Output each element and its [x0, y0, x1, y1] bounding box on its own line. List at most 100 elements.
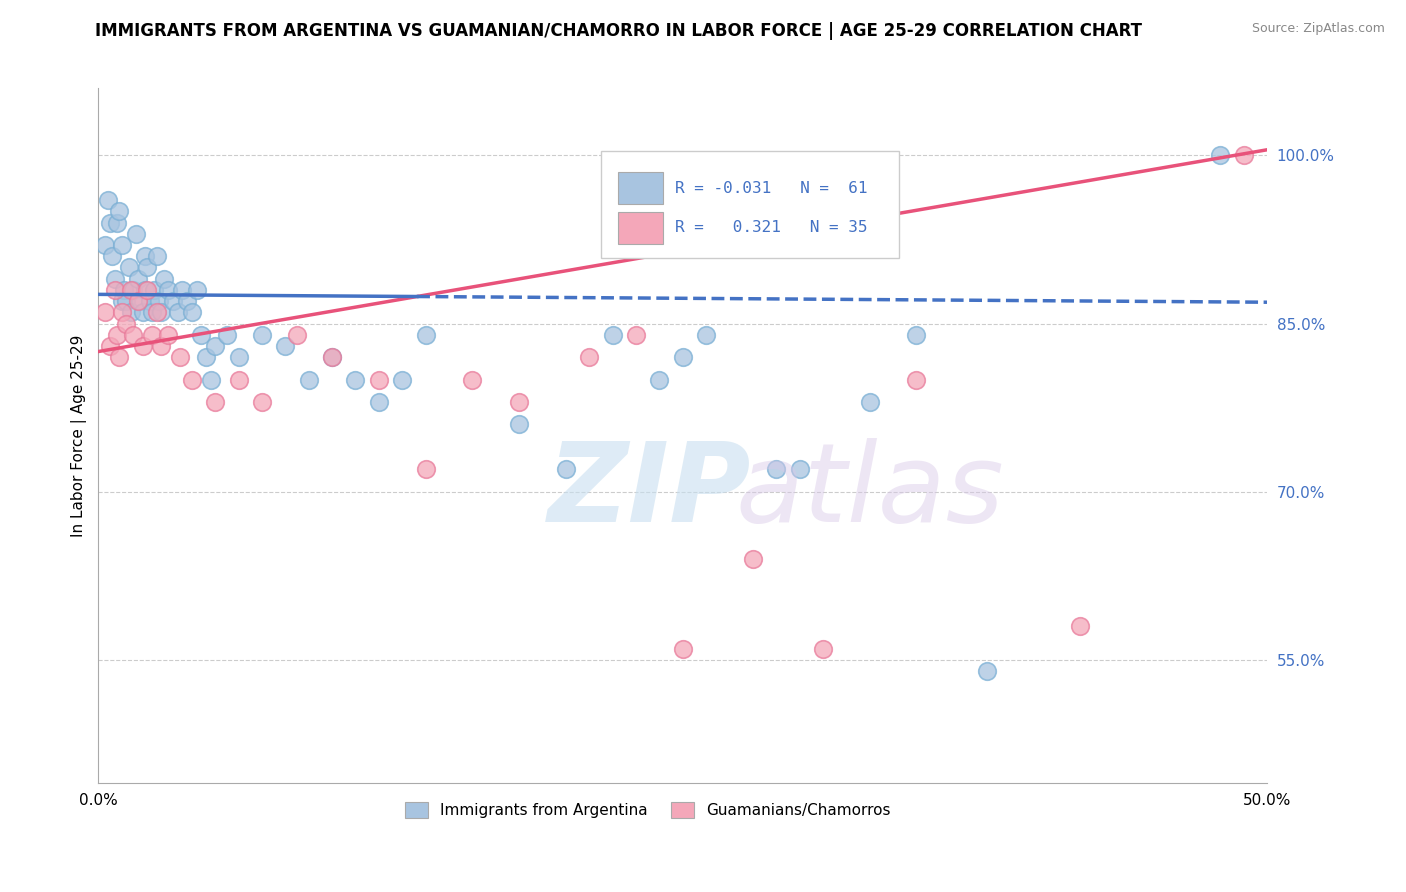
Point	[321, 350, 343, 364]
Point	[905, 373, 928, 387]
Point	[391, 373, 413, 387]
Point	[120, 305, 142, 319]
Point	[105, 327, 128, 342]
Point	[228, 350, 250, 364]
Point	[180, 373, 202, 387]
Point	[108, 204, 131, 219]
Point	[1233, 148, 1256, 162]
Point	[250, 327, 273, 342]
Text: atlas: atlas	[735, 438, 1004, 545]
FancyBboxPatch shape	[619, 211, 662, 244]
Point	[578, 350, 600, 364]
Point	[298, 373, 321, 387]
Point	[122, 327, 145, 342]
Point	[148, 294, 170, 309]
Point	[141, 305, 163, 319]
Point	[150, 305, 173, 319]
Point	[150, 339, 173, 353]
Point	[554, 462, 576, 476]
Point	[111, 238, 134, 252]
Point	[112, 283, 135, 297]
Text: Source: ZipAtlas.com: Source: ZipAtlas.com	[1251, 22, 1385, 36]
Point	[811, 641, 834, 656]
Point	[157, 283, 180, 297]
Point	[127, 294, 149, 309]
Text: R =   0.321   N = 35: R = 0.321 N = 35	[675, 220, 868, 235]
FancyBboxPatch shape	[619, 172, 662, 204]
Point	[905, 327, 928, 342]
Point	[129, 294, 152, 309]
Point	[204, 339, 226, 353]
Point	[118, 260, 141, 275]
Point	[672, 350, 695, 364]
Point	[143, 283, 166, 297]
Point	[194, 350, 217, 364]
Point	[101, 249, 124, 263]
Point	[741, 552, 763, 566]
Point	[132, 339, 155, 353]
Point	[215, 327, 238, 342]
Point	[789, 462, 811, 476]
Point	[1209, 148, 1232, 162]
Point	[139, 294, 162, 309]
Point	[859, 395, 882, 409]
Point	[1069, 619, 1091, 633]
Point	[162, 294, 184, 309]
Text: ZIP: ZIP	[548, 438, 752, 545]
Point	[180, 305, 202, 319]
Point	[122, 283, 145, 297]
Point	[98, 216, 121, 230]
Point	[176, 294, 198, 309]
Point	[115, 294, 138, 309]
Point	[108, 350, 131, 364]
Point	[97, 193, 120, 207]
Point	[172, 283, 194, 297]
Point	[415, 462, 437, 476]
Point	[169, 350, 191, 364]
Point	[136, 260, 159, 275]
Point	[111, 294, 134, 309]
Point	[146, 305, 169, 319]
Point	[976, 664, 998, 678]
Point	[344, 373, 367, 387]
Point	[508, 395, 530, 409]
Point	[204, 395, 226, 409]
Point	[228, 373, 250, 387]
Point	[120, 283, 142, 297]
Point	[115, 317, 138, 331]
Y-axis label: In Labor Force | Age 25-29: In Labor Force | Age 25-29	[72, 334, 87, 537]
Point	[94, 305, 117, 319]
Point	[186, 283, 208, 297]
Point	[111, 305, 134, 319]
Point	[765, 462, 787, 476]
Point	[461, 373, 484, 387]
Point	[166, 305, 188, 319]
Point	[190, 327, 212, 342]
Point	[152, 271, 174, 285]
Point	[105, 216, 128, 230]
Point	[602, 327, 624, 342]
Point	[321, 350, 343, 364]
Point	[367, 395, 389, 409]
Point	[127, 271, 149, 285]
Point	[508, 417, 530, 432]
Point	[98, 339, 121, 353]
Point	[274, 339, 297, 353]
Point	[134, 283, 156, 297]
Point	[157, 327, 180, 342]
Point	[125, 227, 148, 241]
Point	[132, 305, 155, 319]
Point	[141, 327, 163, 342]
Point	[250, 395, 273, 409]
FancyBboxPatch shape	[600, 151, 898, 259]
Point	[367, 373, 389, 387]
Point	[200, 373, 222, 387]
Point	[104, 283, 127, 297]
Point	[415, 327, 437, 342]
Text: IMMIGRANTS FROM ARGENTINA VS GUAMANIAN/CHAMORRO IN LABOR FORCE | AGE 25-29 CORRE: IMMIGRANTS FROM ARGENTINA VS GUAMANIAN/C…	[96, 22, 1142, 40]
Point	[695, 327, 717, 342]
Point	[648, 373, 671, 387]
Point	[624, 327, 647, 342]
Text: R = -0.031   N =  61: R = -0.031 N = 61	[675, 181, 868, 195]
Point	[104, 271, 127, 285]
